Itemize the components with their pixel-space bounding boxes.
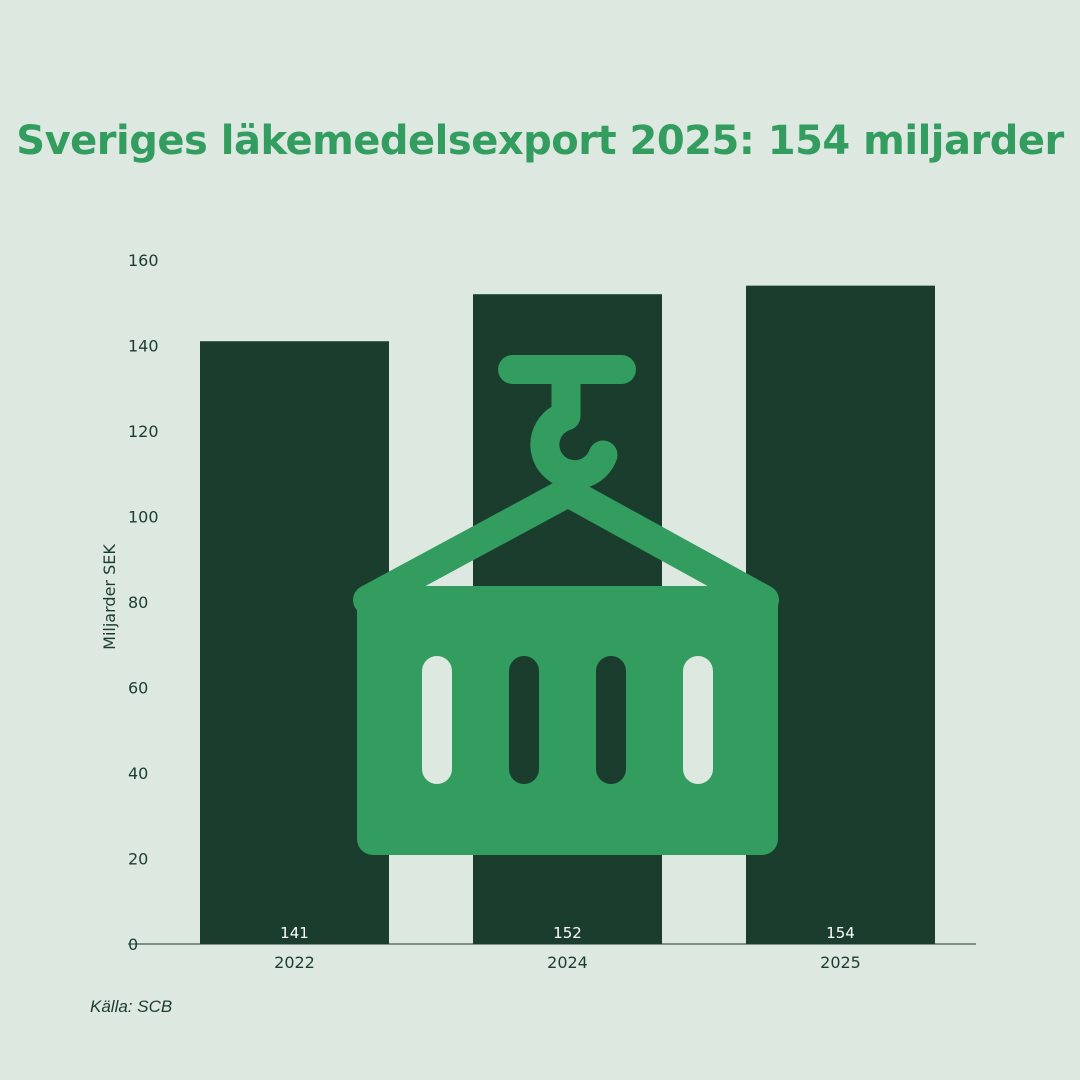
y-tick-label: 140 (128, 337, 159, 356)
y-tick-label: 60 (128, 679, 148, 698)
x-tick-label: 2022 (274, 953, 315, 972)
y-tick-label: 80 (128, 593, 148, 612)
data-label: 141 (280, 924, 309, 942)
data-label: 152 (553, 924, 582, 942)
x-axis: 2022 2024 2025 (274, 953, 861, 972)
y-tick-label: 160 (128, 251, 159, 270)
x-tick-label: 2025 (820, 953, 861, 972)
y-tick-label: 40 (128, 764, 148, 783)
data-label: 154 (826, 924, 855, 942)
shipping-container-crane-icon (353, 355, 779, 855)
y-axis-label: Miljarder SEK (100, 544, 119, 650)
chart-title: Sveriges läkemedelsexport 2025: 154 milj… (16, 118, 1064, 164)
y-tick-label: 100 (128, 508, 159, 527)
x-tick-label: 2024 (547, 953, 588, 972)
y-tick-label: 120 (128, 422, 159, 441)
source-note: Källa: SCB (90, 997, 173, 1016)
y-tick-label: 20 (128, 850, 148, 869)
